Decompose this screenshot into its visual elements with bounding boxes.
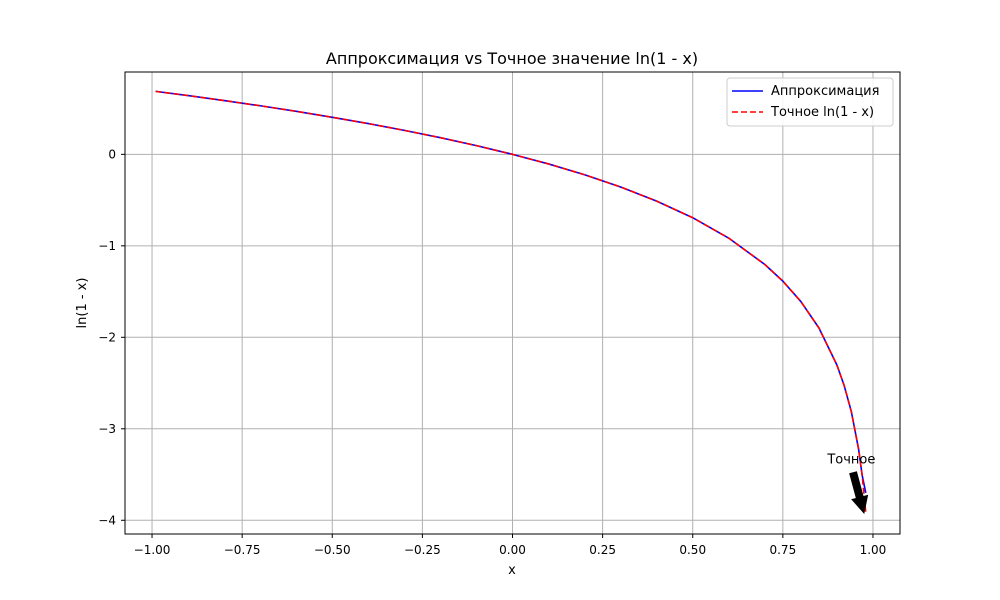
series-lines	[155, 90, 867, 513]
x-tick-label: −1.00	[134, 543, 171, 557]
legend-label-exact: Точное ln(1 - x)	[770, 105, 874, 120]
x-tick-label: 1.00	[860, 543, 887, 557]
annotation-arrow	[849, 471, 869, 515]
legend-label-approximation: Аппроксимация	[771, 84, 879, 99]
x-tick-label: −0.50	[314, 543, 351, 557]
x-tick-label: 0.50	[679, 543, 706, 557]
annotation-label: Точное	[826, 453, 875, 468]
y-tick-label: −4	[98, 513, 116, 527]
x-tick-label: 0.75	[769, 543, 796, 557]
y-tick-label: 0	[108, 147, 116, 161]
y-tick-label: −3	[98, 422, 116, 436]
x-tick-label: 0.00	[499, 543, 526, 557]
chart-title: Аппроксимация vs Точное значение ln(1 - …	[326, 49, 698, 68]
x-tick-label: −0.25	[404, 543, 441, 557]
x-tick-label: −0.75	[224, 543, 261, 557]
axis-ticks: −1.00 −0.75 −0.50 −0.25 0.00 0.25 0.50 0.75 1.00…	[98, 147, 886, 557]
exact-series-line	[155, 90, 867, 513]
x-tick-label: 0.25	[589, 543, 616, 557]
y-axis-label: ln(1 - x)	[75, 278, 90, 329]
legend-box	[726, 77, 894, 127]
x-axis-label: x	[508, 563, 516, 578]
y-tick-label: −1	[98, 239, 116, 253]
legend: Аппроксимация Точное ln(1 - x)	[726, 77, 894, 127]
y-tick-label: −2	[98, 330, 116, 344]
annotation: Точное	[826, 453, 875, 515]
